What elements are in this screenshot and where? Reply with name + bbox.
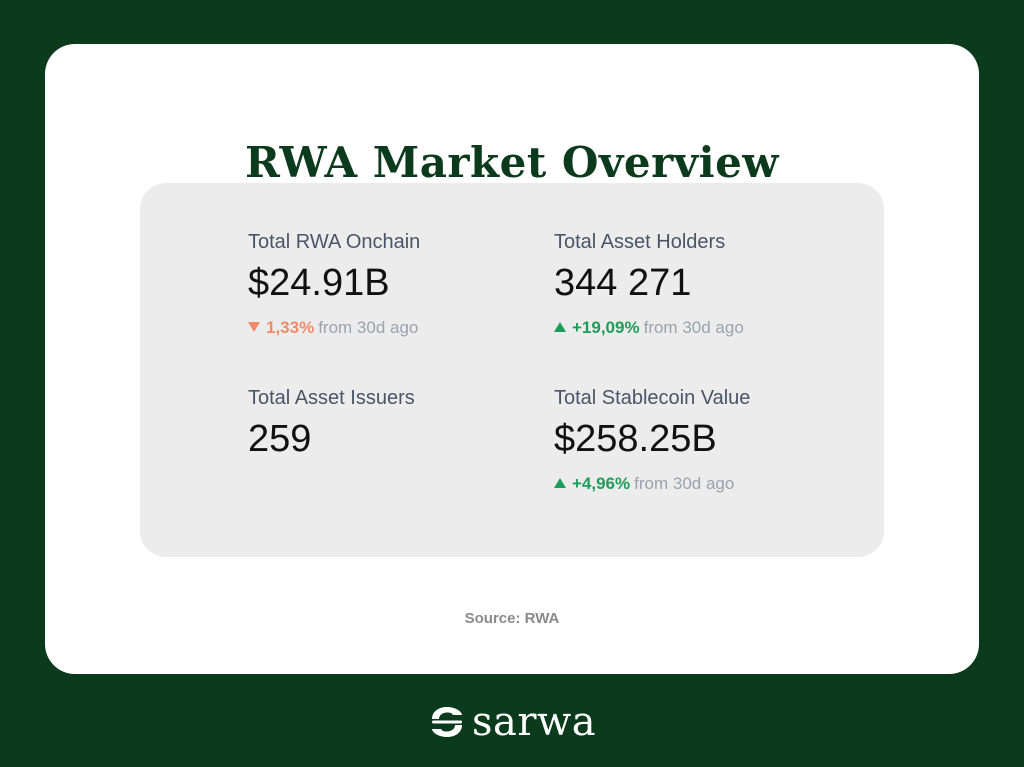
metric-label: Total Stablecoin Value xyxy=(554,387,751,409)
metric-value: 344 271 xyxy=(554,262,692,304)
change-period: from 30d ago xyxy=(318,318,419,337)
metric-change: 1,33% from 30d ago xyxy=(248,317,548,339)
metric-label: Total Asset Issuers xyxy=(248,387,415,409)
metric-value: $258.25B xyxy=(554,418,717,460)
metric-total-asset-holders: Total Asset Holders 344 271 +19,09% from … xyxy=(554,230,854,339)
brand-wordmark: sarwa xyxy=(471,699,597,745)
overview-card: RWA Market Overview Total RWA Onchain $2… xyxy=(45,44,979,674)
change-percent: +19,09% xyxy=(572,318,640,337)
metric-label: Total Asset Holders xyxy=(554,231,726,253)
metric-value: $24.91B xyxy=(248,262,390,304)
sarwa-logo-icon xyxy=(428,703,466,741)
change-percent: +4,96% xyxy=(572,474,631,493)
triangle-down-icon xyxy=(248,322,260,332)
change-period: from 30d ago xyxy=(643,318,744,337)
source-note: Source: RWA xyxy=(464,610,560,627)
metric-total-stablecoin-value: Total Stablecoin Value $258.25B +4,96% fr… xyxy=(554,386,854,495)
metric-total-asset-issuers: Total Asset Issuers 259 xyxy=(248,386,548,461)
metric-value: 259 xyxy=(248,418,312,460)
brand: sarwa xyxy=(0,697,1024,747)
change-percent: 1,33% xyxy=(266,318,315,337)
metric-label: Total RWA Onchain xyxy=(248,231,421,253)
page-title: RWA Market Overview xyxy=(245,138,779,187)
metric-total-rwa-onchain: Total RWA Onchain $24.91B 1,33% from 30d … xyxy=(248,230,548,339)
metric-change: +19,09% from 30d ago xyxy=(554,317,854,339)
triangle-up-icon xyxy=(554,478,566,488)
triangle-up-icon xyxy=(554,322,566,332)
change-period: from 30d ago xyxy=(634,474,735,493)
metric-change: +4,96% from 30d ago xyxy=(554,473,854,495)
metrics-panel: Total RWA Onchain $24.91B 1,33% from 30d … xyxy=(140,183,884,557)
